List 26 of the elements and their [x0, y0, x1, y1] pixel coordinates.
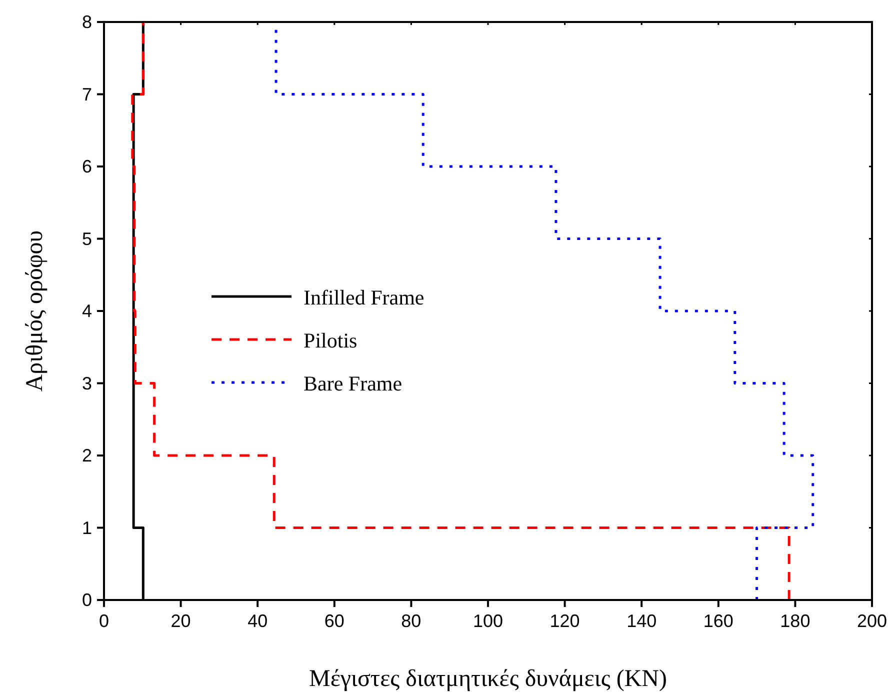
y-tick-label: 3 — [82, 373, 92, 394]
x-tick-label: 120 — [550, 611, 580, 631]
y-tick-label: 0 — [82, 590, 92, 610]
x-tick-label: 40 — [248, 611, 268, 631]
legend-label: Infilled Frame — [304, 286, 424, 310]
y-tick-label: 5 — [82, 228, 92, 249]
y-tick-label: 7 — [82, 84, 92, 104]
legend-label: Pilotis — [304, 328, 358, 353]
x-tick-label: 80 — [401, 611, 422, 631]
x-tick-label: 0 — [98, 611, 110, 631]
y-axis-title: Αριθμός ορόφου — [22, 230, 48, 392]
y-tick-label: 1 — [82, 518, 92, 538]
x-tick-label: 20 — [170, 611, 191, 631]
y-tick-label: 6 — [82, 156, 92, 176]
legend-label: Bare Frame — [304, 372, 402, 396]
line-series — [131, 20, 790, 602]
x-tick-label: 140 — [626, 611, 657, 631]
x-tick-label: 180 — [780, 611, 810, 631]
y-tick-label: 8 — [82, 12, 92, 32]
x-axis-title: Μέγιστες διατμητικές δυνάμεις (KN) — [309, 666, 667, 692]
x-tick-label: 200 — [856, 611, 888, 631]
x-tick-label: 160 — [703, 611, 734, 631]
y-tick-label: 4 — [82, 301, 92, 321]
x-tick-label: 60 — [324, 611, 344, 631]
x-tick-label: 100 — [472, 611, 504, 631]
y-tick-label: 2 — [82, 446, 92, 466]
